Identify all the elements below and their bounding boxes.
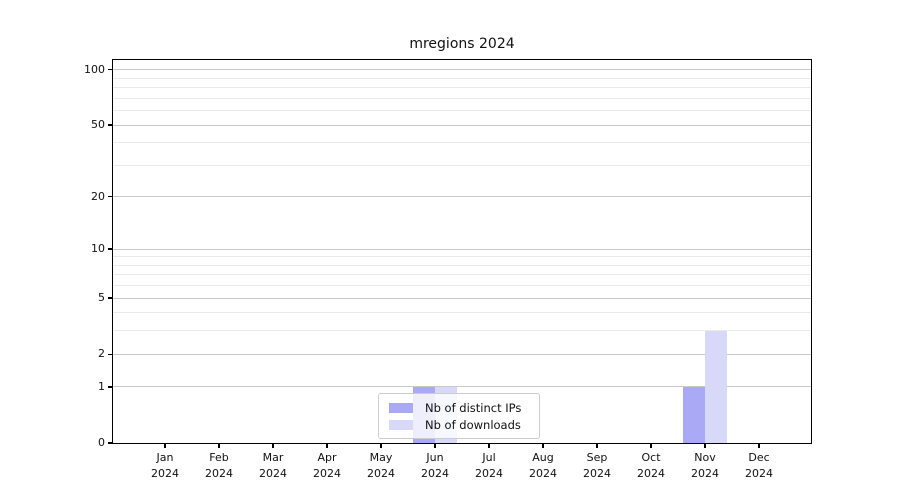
y-tick-label: 0 (98, 436, 105, 449)
x-tick-label: Sep 2024 (567, 450, 627, 481)
y-tick-label: 20 (91, 189, 105, 203)
y-tick (108, 124, 113, 126)
gridline-major (113, 196, 811, 198)
y-tick-label: 100 (84, 62, 105, 76)
gridline-minor (113, 110, 811, 112)
y-tick (108, 353, 113, 355)
gridline-major (113, 297, 811, 299)
gridline-major (113, 124, 811, 126)
gridline-major (113, 69, 811, 71)
x-tick (272, 443, 274, 448)
x-tick-month: Nov (694, 451, 716, 464)
x-tick (434, 443, 436, 448)
x-tick-label: Jun 2024 (405, 450, 465, 481)
x-tick-label: Jan 2024 (135, 450, 195, 481)
x-tick (650, 443, 652, 448)
y-tick-label: 2 (98, 347, 105, 361)
y-tick-label: 50 (91, 118, 105, 132)
y-tick (108, 248, 113, 250)
x-tick-year: 2024 (421, 466, 449, 480)
x-tick (326, 443, 328, 448)
gridline-minor (113, 256, 811, 258)
x-tick-month: Mar (262, 451, 284, 464)
x-tick-month: Dec (748, 451, 770, 464)
x-tick (542, 443, 544, 448)
legend-swatch-downloads (389, 419, 413, 430)
legend-swatch-distinct-ips (389, 402, 413, 413)
gridline-minor (113, 274, 811, 276)
gridline-major (113, 248, 811, 250)
x-tick-month: Aug (532, 451, 554, 464)
chart-title: mregions 2024 (409, 36, 515, 52)
x-tick-year: 2024 (313, 466, 341, 480)
gridline-minor (113, 264, 811, 266)
x-tick-month: Jan (156, 451, 174, 464)
x-tick-label: Feb 2024 (189, 450, 249, 481)
gridline-minor (113, 330, 811, 332)
x-tick-month: Apr (317, 451, 337, 464)
legend-label-distinct-ips: Nb of distinct IPs (425, 400, 522, 415)
y-tick (108, 196, 113, 198)
x-tick-year: 2024 (151, 466, 179, 480)
x-tick-year: 2024 (529, 466, 557, 480)
bar-downloads (705, 330, 727, 443)
x-tick (758, 443, 760, 448)
gridline-minor (113, 87, 811, 89)
x-tick-month: Oct (641, 451, 661, 464)
x-tick-label: Apr 2024 (297, 450, 357, 481)
x-tick (164, 443, 166, 448)
y-tick-label: 5 (98, 291, 105, 305)
gridline-minor (113, 285, 811, 287)
x-tick-label: Aug 2024 (513, 450, 573, 481)
x-tick-label: Mar 2024 (243, 450, 303, 481)
x-tick-month: Sep (586, 451, 608, 464)
x-tick-year: 2024 (205, 466, 233, 480)
gridline-minor (113, 164, 811, 166)
y-tick (108, 69, 113, 71)
gridline-minor (113, 97, 811, 99)
gridline-major (113, 386, 811, 388)
legend-item-downloads: Nb of downloads (389, 418, 529, 432)
legend-item-distinct-ips: Nb of distinct IPs (389, 401, 529, 415)
x-tick-label: Nov 2024 (675, 450, 735, 481)
x-tick (704, 443, 706, 448)
x-tick-label: Dec 2024 (729, 450, 789, 481)
y-tick (108, 297, 113, 299)
x-tick-label: May 2024 (351, 450, 411, 481)
y-tick (108, 386, 113, 388)
gridline-minor (113, 312, 811, 314)
x-tick-month: Jun (426, 451, 444, 464)
y-tick-label: 10 (91, 242, 105, 256)
x-tick-month: May (369, 451, 393, 464)
x-tick (596, 443, 598, 448)
gridline-minor (113, 77, 811, 79)
x-tick-year: 2024 (691, 466, 719, 480)
legend-label-downloads: Nb of downloads (425, 417, 521, 432)
gridline-major (113, 353, 811, 355)
y-tick (108, 442, 113, 444)
legend: Nb of distinct IPs Nb of downloads (378, 393, 540, 439)
gridline-minor (113, 142, 811, 144)
y-tick-label: 1 (98, 379, 105, 393)
x-tick (380, 443, 382, 448)
x-tick-label: Oct 2024 (621, 450, 681, 481)
x-tick-year: 2024 (475, 466, 503, 480)
x-tick-year: 2024 (637, 466, 665, 480)
x-tick (218, 443, 220, 448)
x-tick-year: 2024 (367, 466, 395, 480)
x-tick-month: Jul (482, 451, 496, 464)
x-tick (488, 443, 490, 448)
x-tick-year: 2024 (745, 466, 773, 480)
x-tick-year: 2024 (259, 466, 287, 480)
x-tick-year: 2024 (583, 466, 611, 480)
x-tick-label: Jul 2024 (459, 450, 519, 481)
x-tick-month: Feb (209, 451, 229, 464)
bar-distinct-ips (683, 386, 705, 443)
